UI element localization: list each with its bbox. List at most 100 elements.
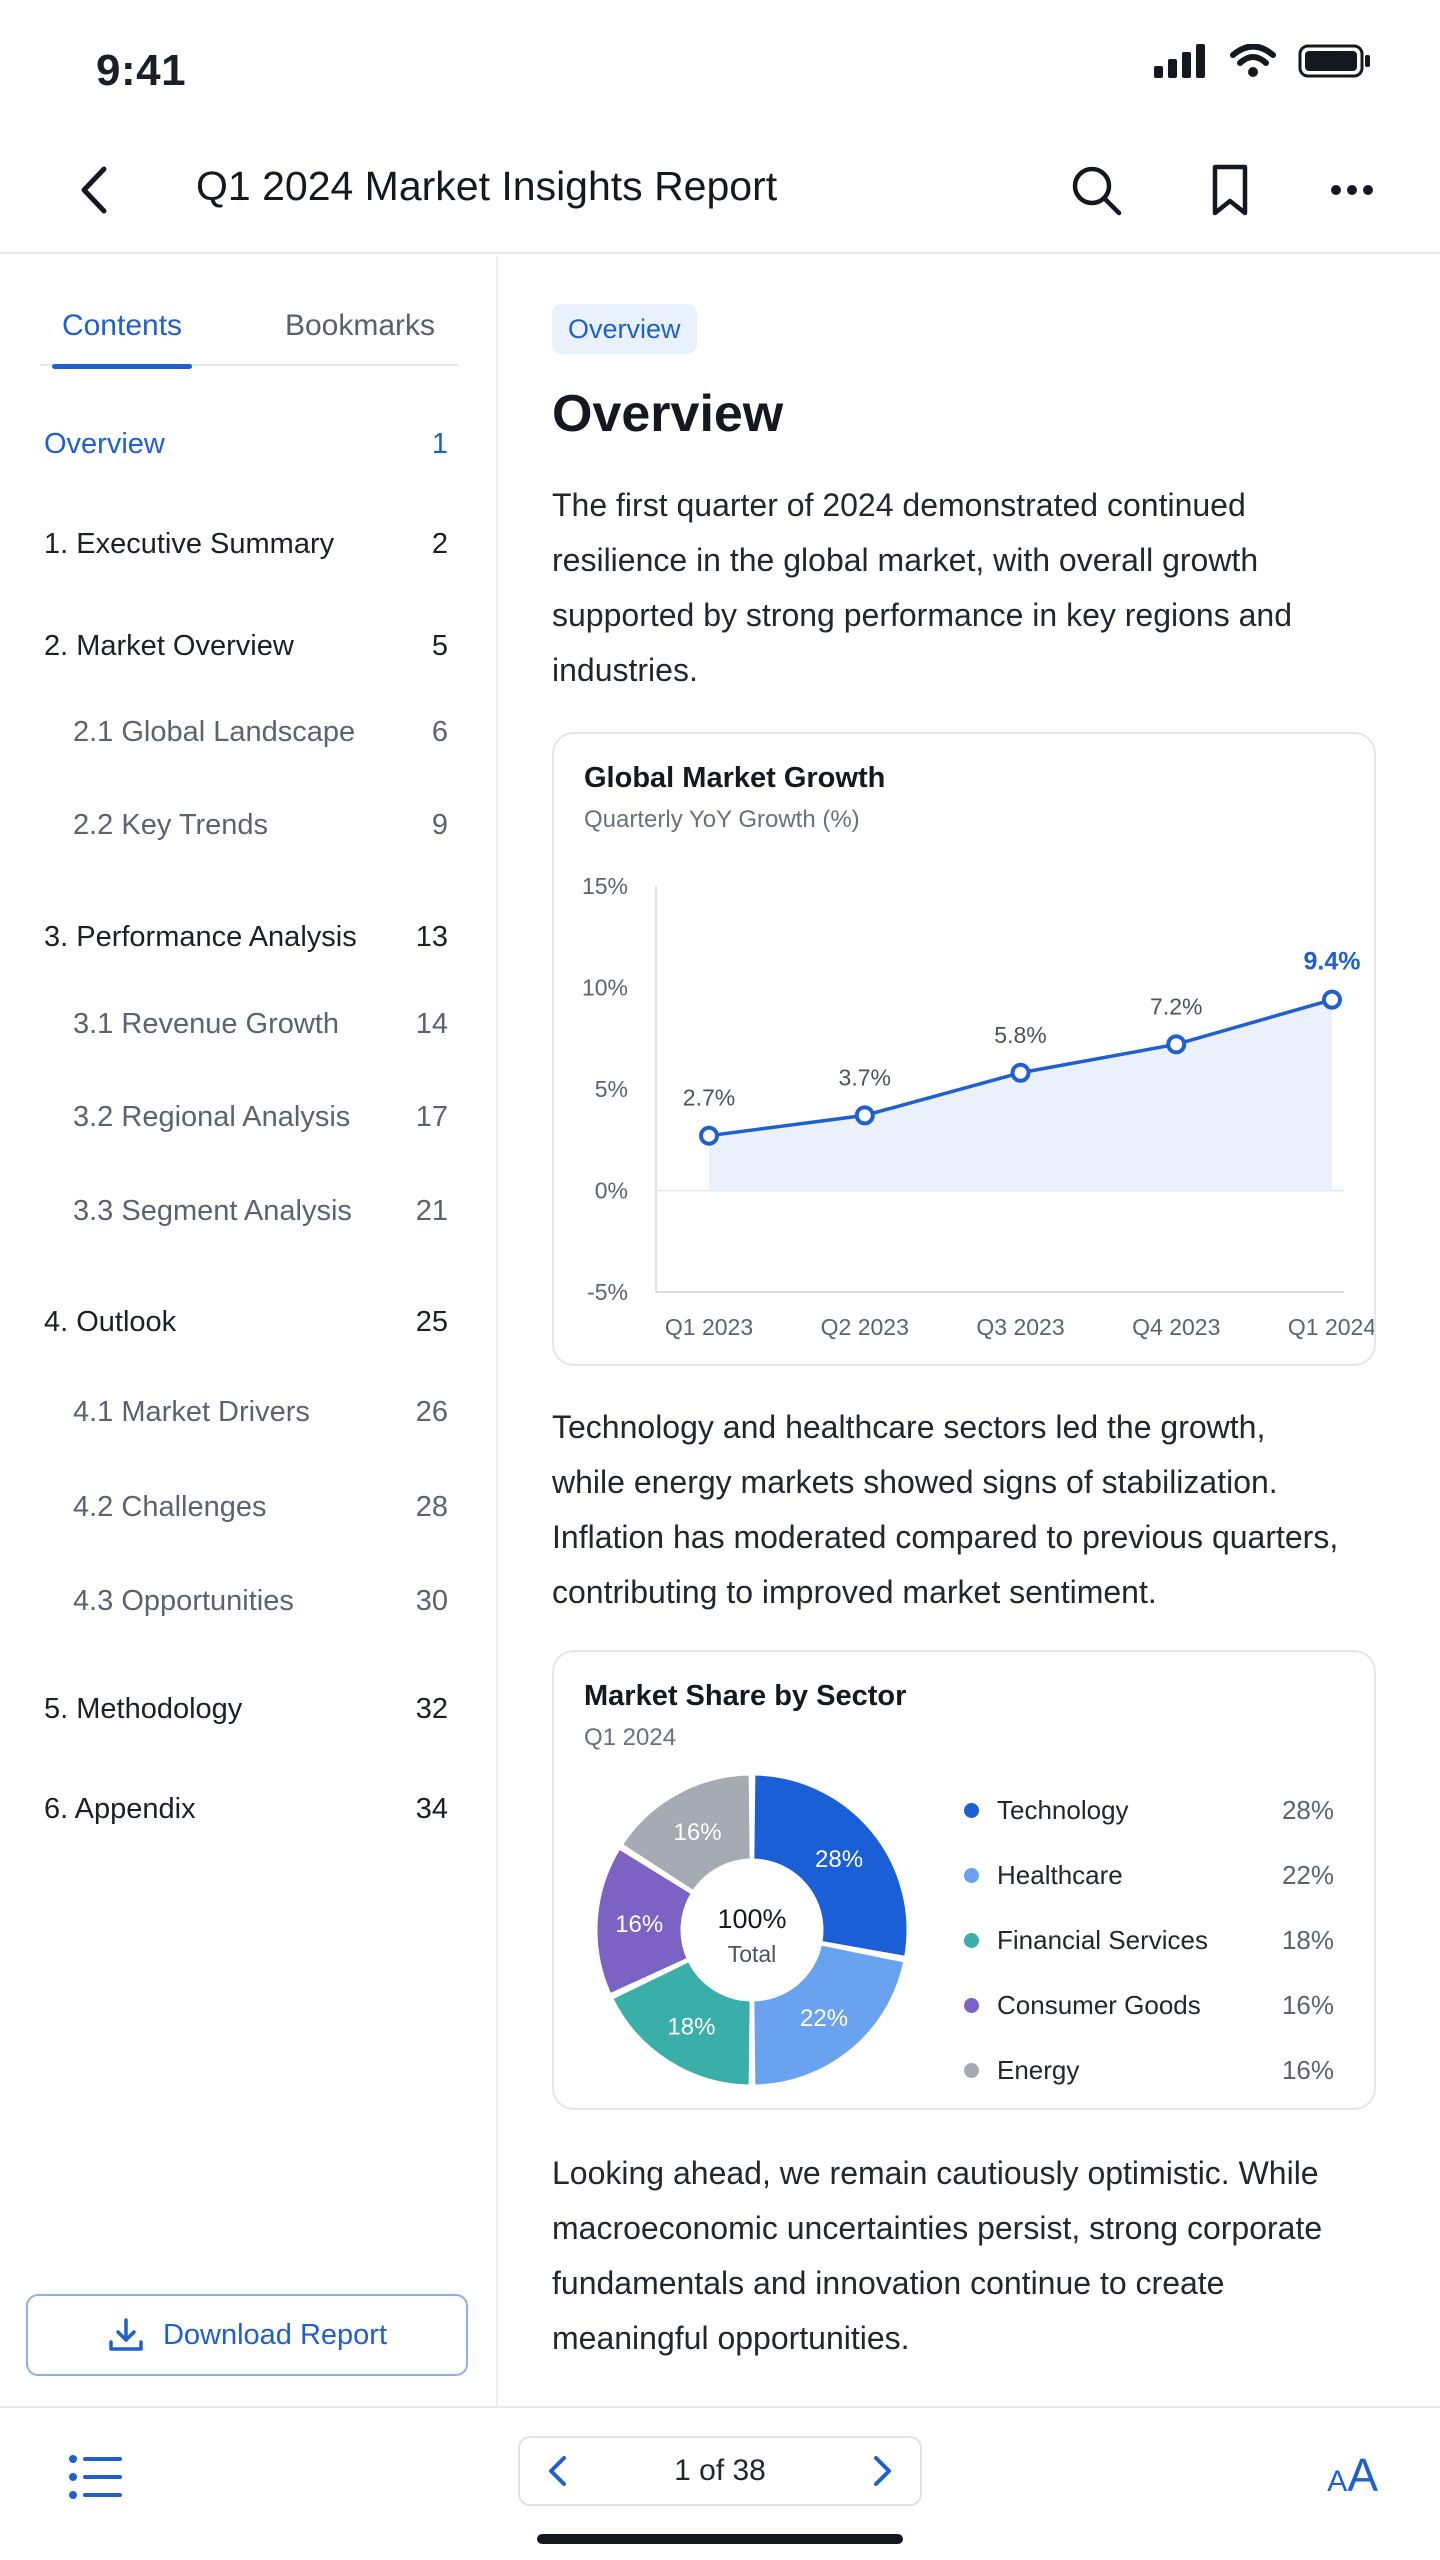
toc-item-outlook[interactable]: 4. Outlook 25 [44, 1306, 448, 1339]
toc-item-revenue-growth[interactable]: 3.1 Revenue Growth 14 [73, 1008, 448, 1041]
donut-center-label: Total [728, 1941, 777, 1967]
chevron-right-icon[interactable] [868, 2454, 896, 2488]
back-button[interactable] [56, 152, 132, 228]
legend-value: 22% [1281, 1859, 1334, 1890]
search-button[interactable] [1054, 148, 1138, 232]
toc-item-page: 1 [431, 428, 448, 460]
toc-item-opportunities[interactable]: 4.3 Opportunities 30 [73, 1585, 448, 1618]
pie-slice [594, 1845, 695, 1997]
toc-item-label: 3.2 Regional Analysis [73, 1101, 351, 1133]
legend-item: Technology 28% [964, 1790, 1334, 1830]
toc-item-challenges[interactable]: 4.2 Challenges 28 [73, 1491, 448, 1524]
toc-item-label: 2. Market Overview [44, 630, 294, 662]
tab-contents[interactable]: Contents [40, 296, 204, 369]
download-icon [109, 2318, 143, 2351]
legend-label: Energy [997, 2054, 1080, 2085]
data-label: 3.7% [839, 1064, 891, 1090]
chevron-left-icon[interactable] [544, 2454, 572, 2488]
toc-item-label: 5. Methodology [44, 1693, 243, 1725]
donut-chart: 28% 22% 18% 16% 16% 100% Total [594, 1772, 910, 2088]
font-size-icon-large: A [1347, 2449, 1378, 2501]
slice-label: 18% [667, 2013, 715, 2040]
toc-item-global-landscape[interactable]: 2.1 Global Landscape 6 [73, 716, 448, 749]
toc-item-market-drivers[interactable]: 4.1 Market Drivers 26 [73, 1396, 448, 1429]
toc-item-page: 5 [431, 630, 448, 662]
signal-icon [1154, 44, 1205, 78]
tab-bookmarks[interactable]: Bookmarks [272, 296, 448, 366]
sector-share-card: Market Share by Sector Q1 2024 28% 22% 18%… [552, 1650, 1376, 2110]
legend-item: Healthcare 22% [964, 1855, 1334, 1895]
legend-swatch [964, 1932, 979, 1948]
chart-title: Market Share by Sector [584, 1680, 907, 1712]
toc-item-segment-analysis[interactable]: 3.3 Segment Analysis 21 [73, 1195, 448, 1228]
wifi-icon [1230, 44, 1276, 77]
toc-item-page: 25 [415, 1306, 448, 1338]
legend-swatch [964, 2062, 979, 2078]
chart-title: Global Market Growth [584, 762, 886, 794]
status-bar: 9:41 [0, 0, 1440, 130]
pie-slice [751, 1772, 910, 1960]
contents-list-button[interactable] [56, 2442, 136, 2512]
legend-label: Healthcare [997, 1859, 1123, 1890]
y-tick-label: 0% [595, 1178, 628, 1204]
tab-contents-label: Contents [61, 309, 183, 342]
legend-swatch [964, 1802, 979, 1818]
paragraph-outlook: Looking ahead, we remain cautiously opti… [552, 2155, 1323, 2356]
toc-item-methodology[interactable]: 5. Methodology 32 [44, 1693, 448, 1726]
tab-bookmarks-label: Bookmarks [284, 309, 436, 342]
status-icons [1154, 44, 1372, 78]
legend-value: 28% [1281, 1794, 1334, 1825]
legend-value: 16% [1281, 2054, 1334, 2085]
toc-item-performance-analysis[interactable]: 3. Performance Analysis 13 [44, 921, 448, 954]
status-time: 9:41 [96, 46, 187, 95]
page-indicator: 1 of 38 [674, 2454, 766, 2487]
growth-chart-card: Global Market Growth Quarterly YoY Growt… [552, 732, 1376, 1366]
toc-item-label: 1. Executive Summary [44, 528, 335, 560]
chart-subtitle: Q1 2024 [584, 1724, 677, 1751]
bookmark-icon [1212, 164, 1248, 216]
toc-item-page: 14 [415, 1008, 448, 1040]
toc-item-page: 17 [415, 1101, 448, 1133]
toc-item-market-overview[interactable]: 2. Market Overview 5 [44, 630, 448, 663]
font-size-icon-small: A [1327, 2465, 1348, 2498]
data-point [699, 1125, 719, 1146]
legend-label: Financial Services [997, 1924, 1208, 1955]
tab-active-indicator [52, 364, 192, 369]
data-label: 2.7% [683, 1085, 735, 1111]
pie-slice [751, 1942, 907, 2088]
more-button[interactable] [1310, 148, 1394, 232]
legend-item: Consumer Goods 16% [964, 1985, 1334, 2025]
chart-subtitle: Quarterly YoY Growth (%) [584, 806, 860, 833]
y-tick-label: 10% [582, 975, 628, 1001]
toc-item-key-trends[interactable]: 2.2 Key Trends 9 [73, 809, 448, 842]
toc-item-appendix[interactable]: 6. Appendix 34 [44, 1793, 448, 1826]
data-point [1322, 989, 1342, 1010]
home-indicator [537, 2534, 903, 2544]
toc-item-overview[interactable]: Overview 1 [44, 428, 448, 461]
toc-item-page: 32 [415, 1693, 448, 1725]
paragraph-sectors: Technology and healthcare sectors led th… [552, 1409, 1339, 1610]
legend-label: Technology [997, 1794, 1129, 1825]
bookmark-button[interactable] [1188, 148, 1272, 232]
top-nav: Q1 2024 Market Insights Report [0, 130, 1440, 254]
toc-item-label: 2.1 Global Landscape [73, 716, 356, 748]
section-title: Overview [552, 385, 784, 443]
legend-swatch [964, 1997, 979, 2013]
download-report-button[interactable]: Download Report [26, 2294, 468, 2376]
toc-item-regional-analysis[interactable]: 3.2 Regional Analysis 17 [73, 1101, 448, 1134]
x-tick-label: Q1 2024 [1288, 1314, 1374, 1340]
legend-item: Financial Services 18% [964, 1920, 1334, 1960]
x-tick-label: Q4 2023 [1132, 1314, 1220, 1340]
pie-slice [609, 1958, 753, 2088]
list-icon [69, 2455, 122, 2499]
back-chevron-icon [81, 166, 107, 214]
y-tick-label: 5% [595, 1076, 628, 1102]
paragraph-intro: The first quarter of 2024 demonstrated c… [552, 487, 1292, 688]
font-size-button[interactable]: AA [1327, 2448, 1378, 2502]
pie-slice [619, 1772, 753, 1894]
toc-item-executive-summary[interactable]: 1. Executive Summary 2 [44, 528, 448, 561]
battery-icon [1298, 44, 1370, 78]
download-report-label: Download Report [162, 2318, 388, 2351]
toc-item-label: 6. Appendix [44, 1793, 196, 1825]
toc-item-label: 3. Performance Analysis [44, 921, 357, 953]
